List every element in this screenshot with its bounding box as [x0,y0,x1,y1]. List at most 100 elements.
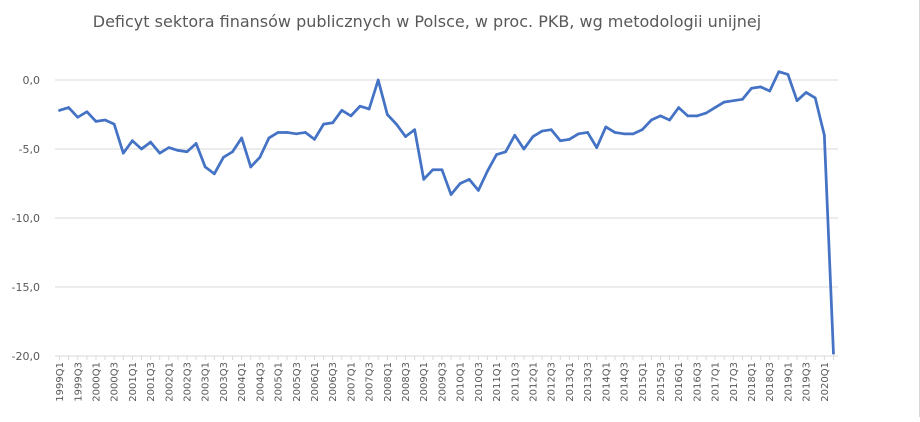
x-tick-label: 2009Q1 [419,362,430,402]
data-point [513,133,517,137]
data-point [222,155,225,159]
x-tick-label: 2016Q3 [692,362,703,402]
data-point [595,146,599,149]
y-tick-label: 0,0 [23,74,41,87]
x-tick-label: 2018Q1 [747,362,758,402]
data-point [422,178,426,181]
data-point [604,125,608,129]
x-tick-label: 2011Q3 [510,362,521,402]
x-tick-label: 2003Q1 [201,362,212,402]
data-point [486,169,489,173]
data-point [467,178,471,181]
data-point [267,136,271,140]
data-point [240,136,243,140]
data-point [185,150,189,154]
x-tick-label: 2007Q1 [346,362,357,402]
data-point [440,168,444,171]
data-point [750,86,753,90]
x-tick-label: 2005Q1 [274,362,285,402]
data-point [677,106,680,109]
data-point [176,149,180,152]
data-point [313,138,316,141]
data-point [194,142,198,145]
data-point [249,165,253,169]
data-point [404,135,407,138]
x-tick-label: 2002Q3 [183,362,194,402]
y-tick-label: -10,0 [12,212,40,225]
data-point [704,111,708,115]
data-point [559,139,562,143]
x-tick-label: 2005Q3 [292,362,303,402]
data-point [94,120,98,123]
y-tick-label: -5,0 [19,143,40,156]
x-tick-label: 2020Q1 [820,362,831,402]
data-point [431,168,435,171]
data-point [131,139,134,143]
x-tick-label: 2003Q3 [219,362,230,402]
x-tick-label: 2008Q3 [401,362,412,402]
x-tick-label: 2017Q1 [711,362,722,402]
data-point [777,70,781,74]
data-point [276,131,280,134]
data-point [331,121,334,125]
data-point [386,113,389,116]
data-point [158,151,161,155]
x-tick-label: 2000Q3 [110,362,121,402]
data-point [103,118,107,122]
data-point [722,100,726,104]
data-point [395,122,398,126]
x-tick-label: 2007Q3 [365,362,376,402]
data-point [322,122,325,126]
data-point [231,150,234,154]
x-tick-label: 1999Q3 [73,362,84,402]
data-point [586,131,589,134]
data-point [458,182,462,185]
data-point [640,128,644,131]
x-tick-label: 2004Q1 [237,362,248,402]
data-point [149,140,152,144]
data-point [449,193,453,196]
data-point [759,85,762,89]
x-tick-label: 2017Q3 [729,362,740,402]
data-point [349,114,353,118]
data-point [813,96,817,100]
data-point [258,155,262,159]
x-tick-label: 2006Q1 [310,362,321,402]
x-tick-label: 2011Q1 [492,362,503,402]
chart-title: Deficyt sektora finansów publicznych w P… [93,12,761,31]
x-tick-label: 2009Q3 [437,362,448,402]
x-axis-tick-labels: 1999Q1 1999Q3 2000Q1 2000Q3 2001Q1 2001Q3 2002… [55,356,834,402]
x-tick-label: 2014Q3 [620,362,631,402]
x-tick-label: 2001Q3 [146,362,157,402]
x-tick-label: 2019Q3 [802,362,813,402]
x-tick-label: 2015Q3 [656,362,667,402]
data-point [67,106,70,109]
x-tick-label: 2010Q3 [474,362,485,402]
y-axis-tick-labels: 0,0 -5,0 -10,0 -15,0 -20,0 [12,74,40,363]
x-tick-label: 2019Q1 [783,362,794,402]
data-point [167,146,171,149]
data-point [622,132,626,136]
x-tick-label: 2001Q1 [128,362,139,402]
data-point [367,107,371,111]
x-tick-label: 2014Q1 [601,362,612,402]
data-point [531,135,535,138]
x-tick-label: 2012Q3 [547,362,558,402]
data-point [477,189,480,192]
data-point [786,73,790,76]
data-point [568,138,571,141]
gridlines [55,79,838,357]
data-point [213,172,216,176]
data-point [540,129,544,133]
data-point [495,153,498,156]
series-layer [58,70,835,355]
data-point [504,150,507,154]
data-point [376,78,380,82]
x-tick-label: 2004Q3 [255,362,266,402]
series-line [58,70,835,355]
x-tick-label: 2012Q1 [528,362,539,402]
data-point [285,131,289,134]
data-point [686,114,690,118]
data-point [823,133,826,137]
